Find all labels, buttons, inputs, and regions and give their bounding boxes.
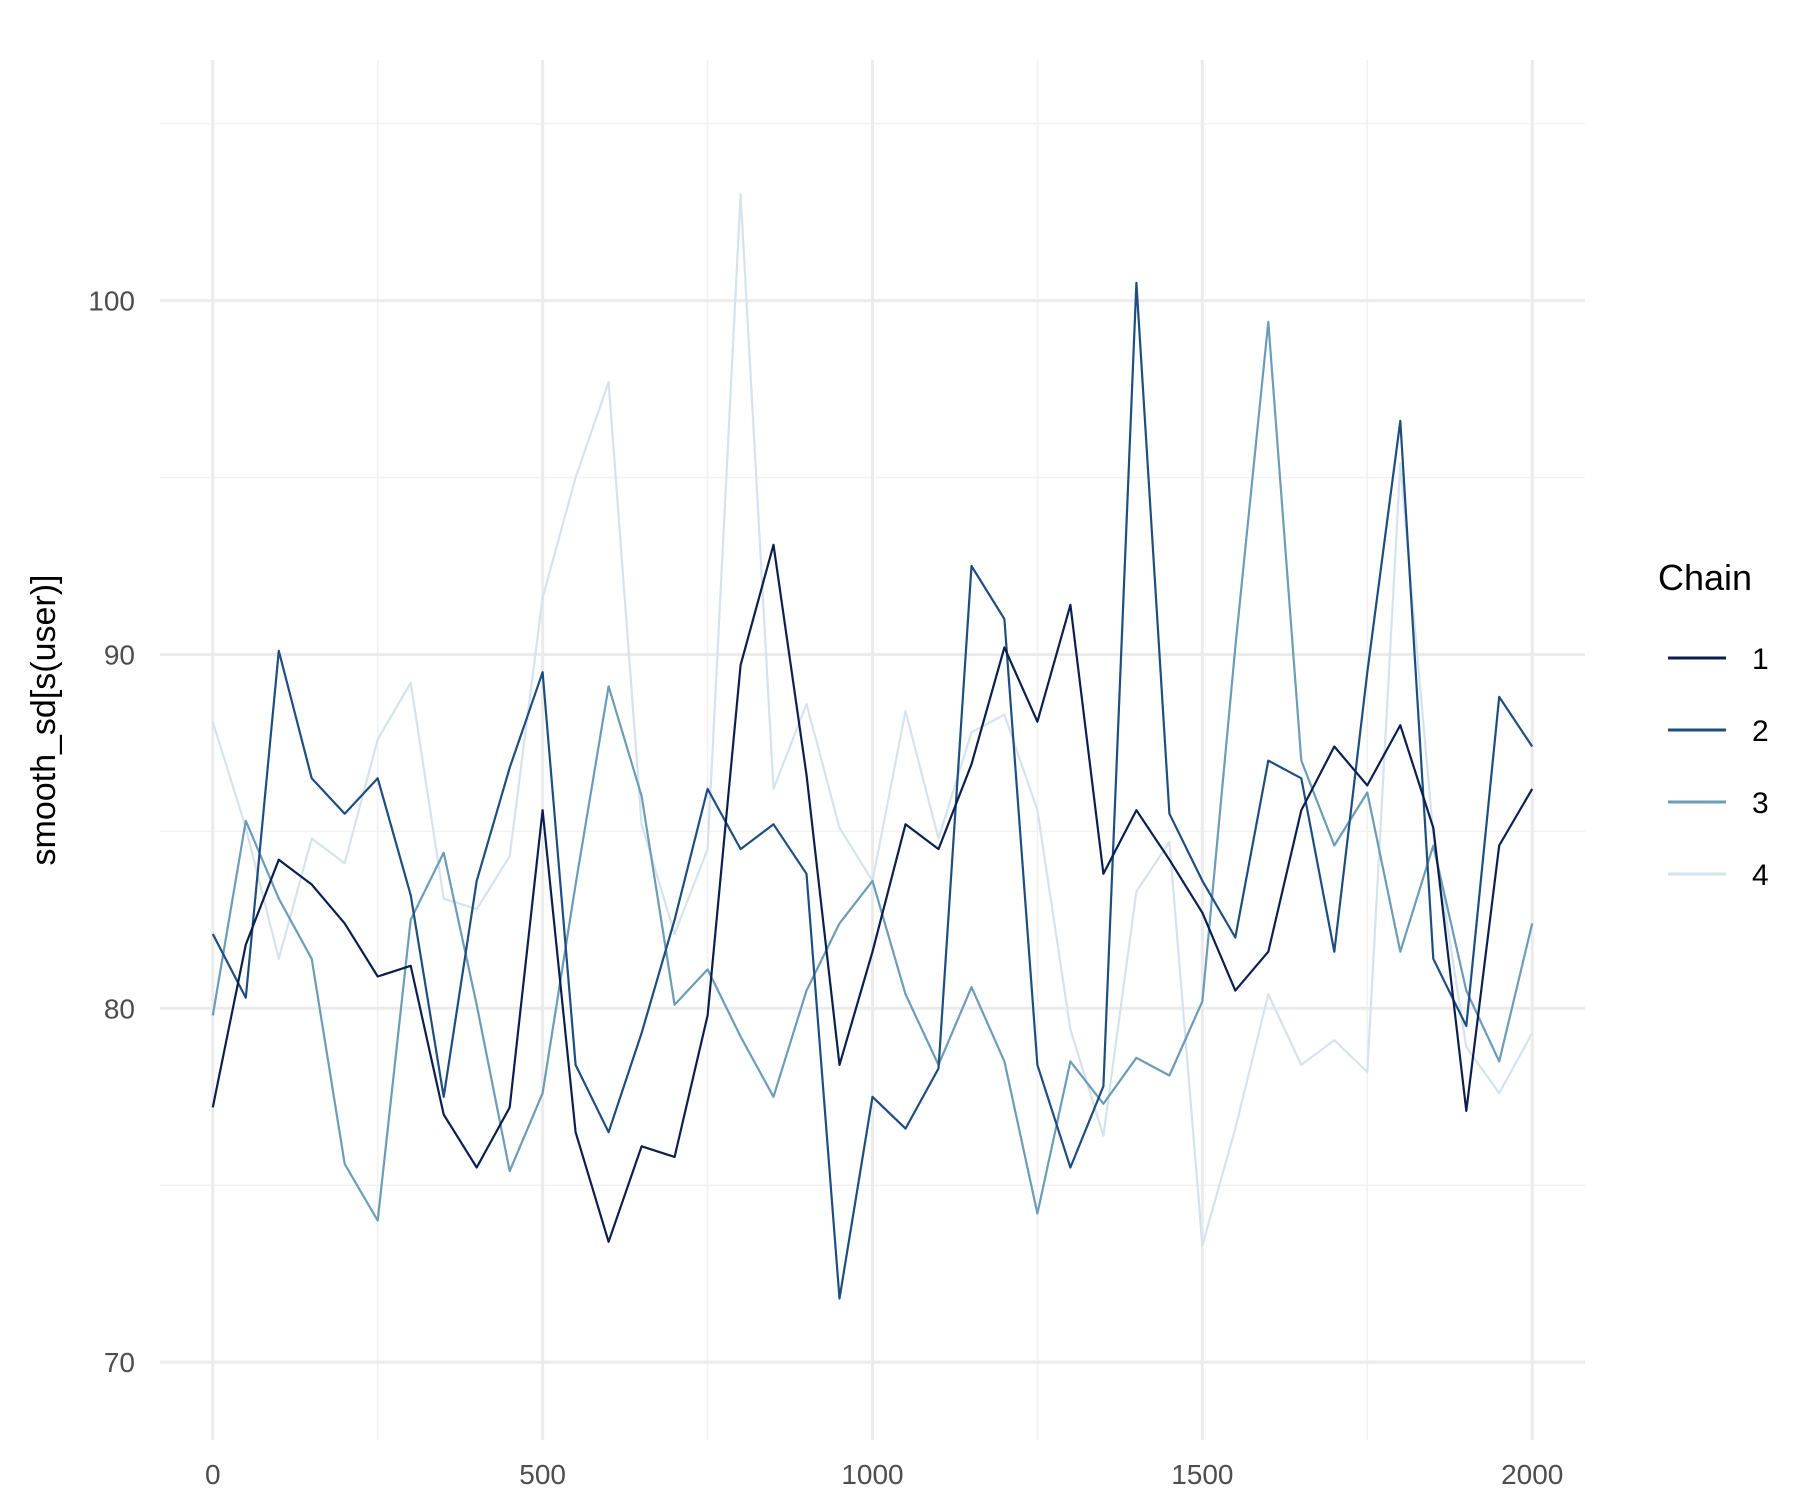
series-line-chain-1 bbox=[211, 543, 1534, 1243]
y-axis-title: smooth_sd[s(user)] bbox=[25, 575, 63, 866]
legend-item-chain-2: 2 bbox=[1668, 715, 1769, 748]
legend-label: 1 bbox=[1752, 643, 1769, 676]
legend: Chain 1 2 3 4 bbox=[1658, 557, 1769, 892]
legend-item-chain-4: 4 bbox=[1668, 859, 1769, 892]
series-line-chain-2 bbox=[211, 281, 1534, 1300]
x-tick-label: 1500 bbox=[1171, 1459, 1233, 1490]
grid-layer bbox=[160, 60, 1585, 1440]
x-tick-label: 1000 bbox=[841, 1459, 903, 1490]
legend-item-chain-3: 3 bbox=[1668, 787, 1769, 820]
legend-title: Chain bbox=[1658, 557, 1752, 598]
y-tick-label: 90 bbox=[104, 639, 135, 670]
series-layer bbox=[211, 193, 1534, 1300]
y-tick-label: 80 bbox=[104, 993, 135, 1024]
x-tick-label: 0 bbox=[205, 1459, 221, 1490]
legend-item-chain-1: 1 bbox=[1668, 643, 1769, 676]
legend-label: 3 bbox=[1752, 787, 1769, 820]
y-tick-label: 100 bbox=[88, 286, 135, 317]
legend-label: 4 bbox=[1752, 859, 1769, 892]
legend-label: 2 bbox=[1752, 715, 1769, 748]
legend-items: 1 2 3 4 bbox=[1668, 643, 1769, 892]
x-tick-label: 500 bbox=[519, 1459, 566, 1490]
x-tick-label: 2000 bbox=[1501, 1459, 1563, 1490]
y-tick-label: 70 bbox=[104, 1347, 135, 1378]
axis-layer: 0 500 1000 1500 2000 70 80 90 100 bbox=[88, 286, 1563, 1490]
